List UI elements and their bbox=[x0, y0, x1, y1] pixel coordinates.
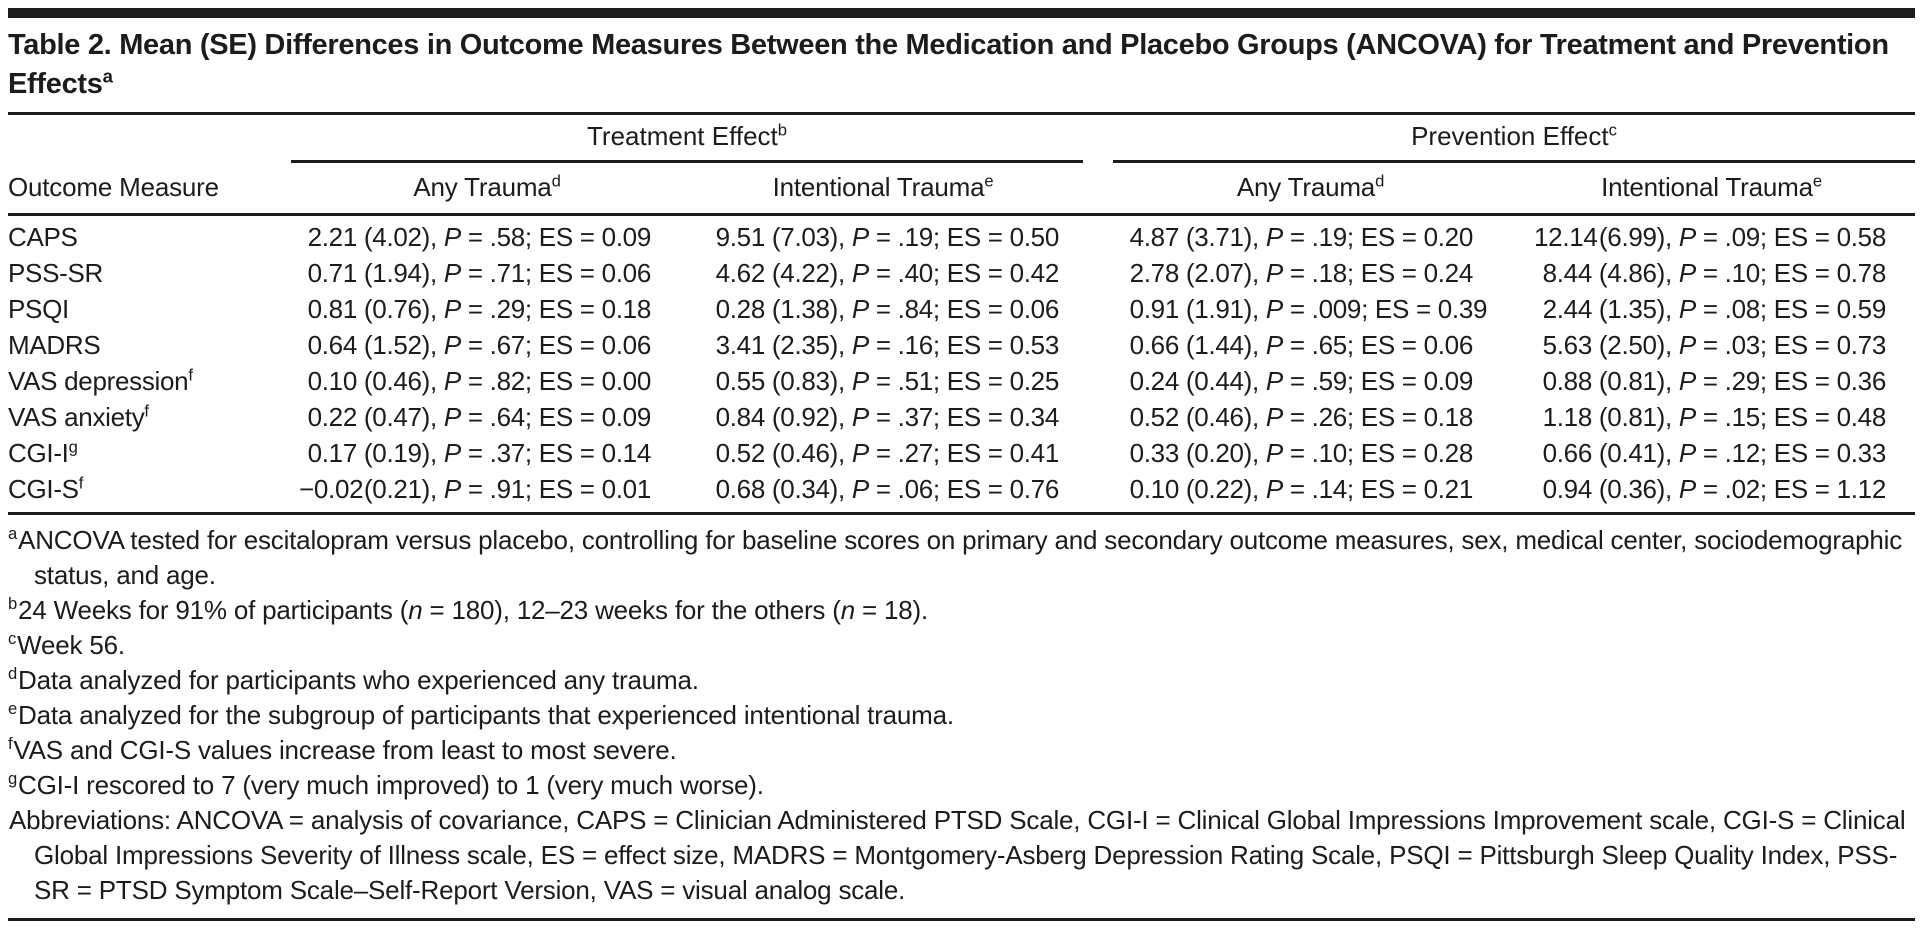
data-cell: 0.28 (1.38), P = .84; ES = 0.06 bbox=[715, 294, 1060, 324]
column-group-header-row: Treatment Effectb Prevention Effectc bbox=[8, 115, 1915, 163]
footnote-c: cWeek 56. bbox=[8, 629, 125, 660]
data-cell: 2.78 (2.07), P = .18; ES = 0.24 bbox=[1129, 258, 1474, 288]
rule-below-body bbox=[8, 512, 1915, 515]
row-label: CAPS bbox=[8, 222, 78, 252]
table-row-cgi-i: CGI-Ig 0.17 (0.19), P = .37; ES = 0.14 0… bbox=[8, 435, 1915, 471]
footnote-b: b24 Weeks for 91% of participants (n = 1… bbox=[8, 594, 929, 625]
data-cell: 12.14 (6.99), P = .09; ES = 0.58 bbox=[1534, 222, 1886, 252]
table-row-cgi-s: CGI-Sf −0.02 (0.21), P = .91; ES = 0.01 … bbox=[8, 471, 1915, 507]
column-group-prevention-sup: c bbox=[1608, 120, 1617, 140]
table-row-vas-anxiety: VAS anxietyf 0.22 (0.47), P = .64; ES = … bbox=[8, 399, 1915, 435]
row-label: CGI-Sf bbox=[8, 473, 84, 504]
row-label: VAS anxietyf bbox=[8, 401, 149, 432]
column-group-prevention: Prevention Effectc bbox=[1113, 121, 1915, 163]
table-row-psqi: PSQI 0.81 (0.76), P = .29; ES = 0.18 0.2… bbox=[8, 291, 1915, 327]
table-row-vas-depression: VAS depressionf 0.10 (0.46), P = .82; ES… bbox=[8, 363, 1915, 399]
footnote-f: fVAS and CGI-S values increase from leas… bbox=[8, 734, 677, 765]
column-header-prevention-intentional-trauma: Intentional Traumae bbox=[1601, 171, 1822, 202]
column-header-row: Outcome Measure Any Traumad Intentional … bbox=[8, 163, 1915, 213]
data-cell: 2.44 (1.35), P = .08; ES = 0.59 bbox=[1542, 294, 1887, 324]
data-cell: 9.51 (7.03), P = .19; ES = 0.50 bbox=[715, 222, 1060, 252]
data-cell: 4.87 (3.71), P = .19; ES = 0.20 bbox=[1129, 222, 1474, 252]
footnote-g: gCGI-I rescored to 7 (very much improved… bbox=[8, 769, 764, 800]
data-cell: 0.55 (0.83), P = .51; ES = 0.25 bbox=[715, 366, 1060, 396]
data-cell: 0.64 (1.52), P = .67; ES = 0.06 bbox=[307, 330, 652, 360]
data-cell: 0.68 (0.34), P = .06; ES = 0.76 bbox=[715, 474, 1060, 504]
data-cell: 0.84 (0.92), P = .37; ES = 0.34 bbox=[715, 402, 1060, 432]
data-cell: 1.18 (0.81), P = .15; ES = 0.48 bbox=[1542, 402, 1887, 432]
data-cell: 0.10 (0.22), P = .14; ES = 0.21 bbox=[1129, 474, 1474, 504]
data-cell: 0.71 (1.94), P = .71; ES = 0.06 bbox=[307, 258, 652, 288]
data-cell: −0.02 (0.21), P = .91; ES = 0.01 bbox=[299, 474, 651, 504]
data-cell: 0.81 (0.76), P = .29; ES = 0.18 bbox=[307, 294, 652, 324]
column-header-prevention-any-trauma: Any Traumad bbox=[1236, 171, 1385, 202]
data-cell: 0.52 (0.46), P = .26; ES = 0.18 bbox=[1129, 402, 1474, 432]
table-row-madrs: MADRS 0.64 (1.52), P = .67; ES = 0.06 3.… bbox=[8, 327, 1915, 363]
rule-bottom bbox=[8, 918, 1915, 921]
table-title: Table 2. Mean (SE) Differences in Outcom… bbox=[8, 18, 1915, 112]
data-cell: 3.41 (2.35), P = .16; ES = 0.53 bbox=[715, 330, 1060, 360]
row-label: PSS-SR bbox=[8, 258, 104, 288]
data-cell: 0.24 (0.44), P = .59; ES = 0.09 bbox=[1129, 366, 1474, 396]
data-cell: 0.66 (0.41), P = .12; ES = 0.33 bbox=[1542, 438, 1887, 468]
row-label: MADRS bbox=[8, 330, 101, 360]
data-cell: 0.52 (0.46), P = .27; ES = 0.41 bbox=[715, 438, 1060, 468]
column-header-treatment-any-trauma: Any Traumad bbox=[413, 171, 561, 202]
data-cell: 8.44 (4.86), P = .10; ES = 0.78 bbox=[1542, 258, 1887, 288]
data-cell: 0.10 (0.46), P = .82; ES = 0.00 bbox=[307, 366, 652, 396]
spanner-empty-cell bbox=[8, 121, 291, 163]
rule-below-title bbox=[8, 112, 1915, 115]
row-label: VAS depressionf bbox=[8, 365, 193, 396]
data-cell: 0.94 (0.36), P = .02; ES = 1.12 bbox=[1542, 474, 1887, 504]
data-cell: 5.63 (2.50), P = .03; ES = 0.73 bbox=[1542, 330, 1887, 360]
column-group-treatment-label: Treatment Effect bbox=[587, 121, 778, 151]
spanner-gap bbox=[1083, 121, 1113, 163]
column-header-treatment-intentional-trauma: Intentional Traumae bbox=[772, 171, 994, 202]
footnotes-block: aANCOVA tested for escitalopram versus p… bbox=[8, 515, 1915, 918]
footnote-a: aANCOVA tested for escitalopram versus p… bbox=[8, 524, 1903, 590]
table-title-text: Table 2. Mean (SE) Differences in Outcom… bbox=[8, 29, 1889, 100]
footnote-abbreviations: Abbreviations: ANCOVA = analysis of cova… bbox=[9, 805, 1906, 905]
column-group-treatment: Treatment Effectb bbox=[291, 121, 1083, 163]
data-cell: 0.17 (0.19), P = .37; ES = 0.14 bbox=[307, 438, 652, 468]
table-body: CAPS 2.21 (4.02), P = .58; ES = 0.09 9.5… bbox=[8, 216, 1915, 512]
table-top-bar bbox=[8, 8, 1915, 18]
table-title-superscript: a bbox=[102, 65, 113, 87]
data-cell: 0.22 (0.47), P = .64; ES = 0.09 bbox=[307, 402, 652, 432]
data-cell: 0.91 (1.91), P = .009; ES = 0.39 bbox=[1129, 294, 1488, 324]
data-cell: 4.62 (4.22), P = .40; ES = 0.42 bbox=[715, 258, 1060, 288]
rule-below-header bbox=[8, 213, 1915, 216]
data-cell: 0.66 (1.44), P = .65; ES = 0.06 bbox=[1129, 330, 1474, 360]
footnote-e: eData analyzed for the subgroup of parti… bbox=[8, 699, 954, 730]
row-label: CGI-Ig bbox=[8, 437, 78, 468]
column-header-outcome-measure: Outcome Measure bbox=[8, 172, 219, 202]
column-group-prevention-label: Prevention Effect bbox=[1411, 121, 1609, 151]
column-group-treatment-sup: b bbox=[777, 120, 787, 140]
data-cell: 2.21 (4.02), P = .58; ES = 0.09 bbox=[307, 222, 652, 252]
table-row-caps: CAPS 2.21 (4.02), P = .58; ES = 0.09 9.5… bbox=[8, 219, 1915, 255]
row-label: PSQI bbox=[8, 294, 69, 324]
footnote-d: dData analyzed for participants who expe… bbox=[8, 664, 699, 695]
data-cell: 0.88 (0.81), P = .29; ES = 0.36 bbox=[1542, 366, 1887, 396]
data-cell: 0.33 (0.20), P = .10; ES = 0.28 bbox=[1129, 438, 1474, 468]
table-row-pss-sr: PSS-SR 0.71 (1.94), P = .71; ES = 0.06 4… bbox=[8, 255, 1915, 291]
